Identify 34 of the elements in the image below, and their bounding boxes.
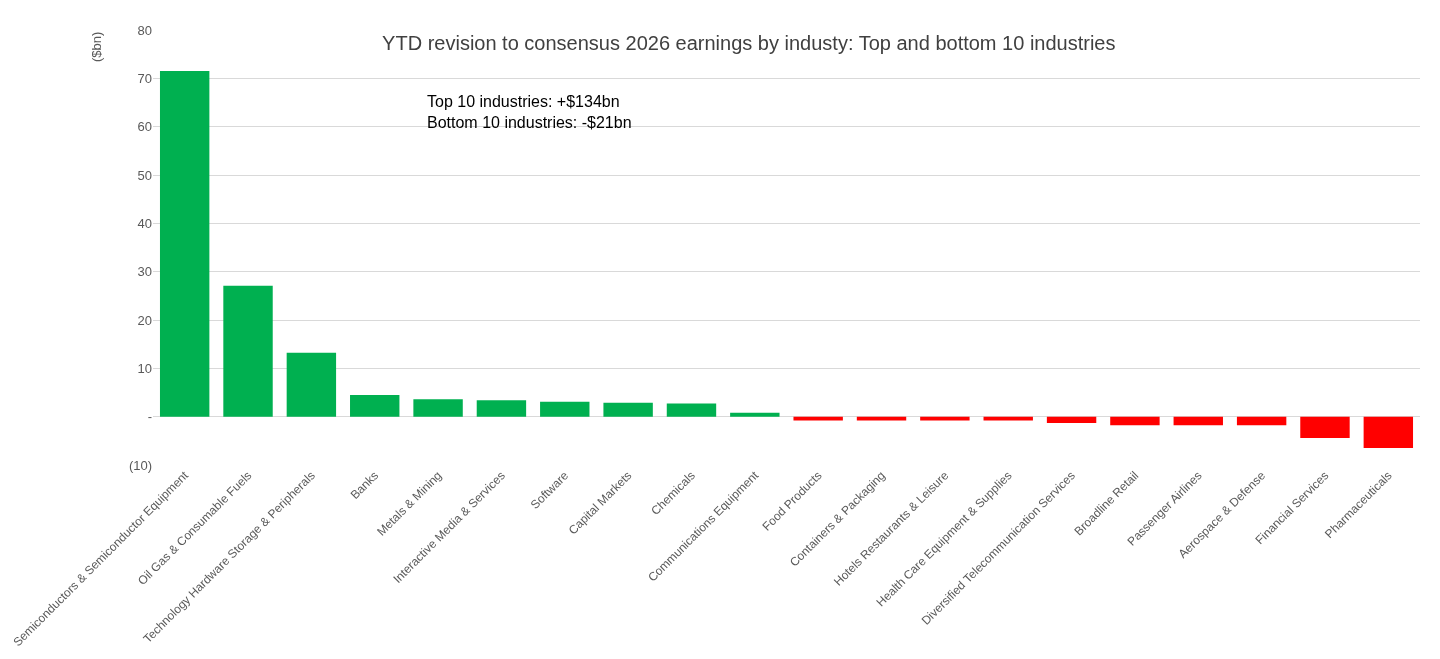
- bar: [286, 352, 337, 417]
- y-tick-label: -: [147, 409, 152, 425]
- annotation: Top 10 industries: +$134bn: [427, 93, 620, 110]
- bar: [1173, 416, 1223, 426]
- y-tick-label: 30: [137, 264, 152, 280]
- bar: [983, 416, 1033, 421]
- bar: [856, 416, 907, 421]
- bar: [730, 412, 780, 417]
- bar: [159, 71, 210, 417]
- y-tick-label: 10: [137, 360, 152, 376]
- bar: [1046, 416, 1097, 423]
- bar: [1363, 416, 1414, 449]
- bar: [476, 400, 527, 417]
- bar: [540, 401, 590, 417]
- bar: [666, 403, 717, 417]
- bar: [1300, 416, 1350, 438]
- y-axis-title: ($bn): [88, 31, 104, 62]
- bar: [793, 416, 843, 421]
- y-tick-label: (10): [128, 457, 152, 473]
- annotation: Bottom 10 industries: -$21bn: [427, 113, 632, 131]
- bar: [350, 394, 400, 417]
- y-tick-label: 20: [137, 312, 152, 328]
- bar: [413, 399, 463, 417]
- y-tick-label: 60: [137, 119, 152, 135]
- bar: [920, 416, 970, 421]
- bar: [1236, 416, 1287, 426]
- y-tick-label: 40: [137, 215, 152, 231]
- chart-title: YTD revision to consensus 2026 earnings by industy: Top and bottom 10 industries: [382, 32, 1116, 55]
- bar: [1110, 416, 1160, 426]
- y-tick-label: 50: [137, 167, 152, 183]
- y-tick-label: 80: [137, 22, 152, 38]
- bar: [603, 402, 653, 417]
- y-tick-label: 70: [137, 70, 152, 86]
- bar: [223, 285, 273, 417]
